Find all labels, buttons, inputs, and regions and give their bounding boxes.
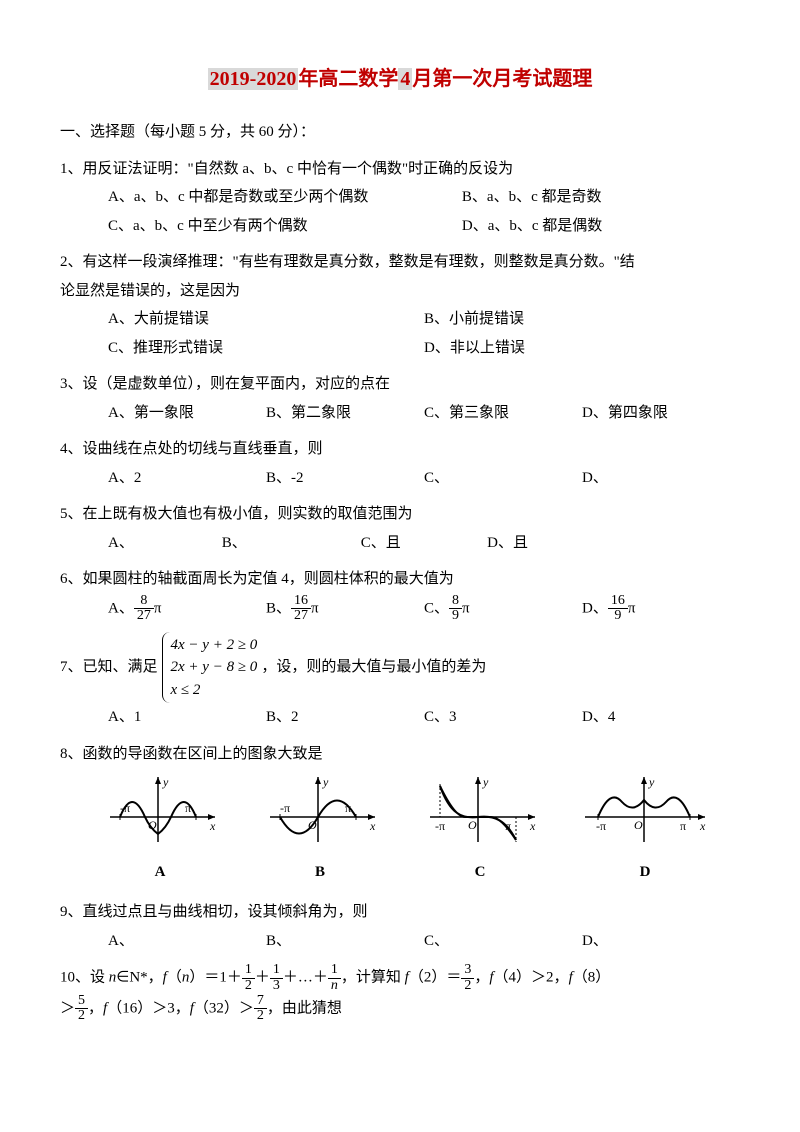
question-10: 10、设 n∈N*，f（n）＝1＋12＋13＋…＋1n，计算知 f（2）＝32，…: [60, 963, 740, 1024]
q7-opt-b: B、2: [266, 703, 424, 732]
q6-opt-d: D、169π: [582, 594, 740, 624]
q6-opt-c: C、89π: [424, 594, 582, 624]
title-month: 4: [398, 68, 412, 90]
svg-text:-π: -π: [435, 819, 445, 833]
page-title: 2019-2020年高二数学4月第一次月考试题理: [60, 60, 740, 98]
graph-a: y x O -π π A: [100, 772, 220, 886]
q5-opt-d: D、且: [487, 529, 613, 558]
title-year: 2019-2020: [208, 68, 299, 90]
q9-stem: 9、直线过点且与曲线相切，设其倾斜角为，则: [60, 898, 740, 927]
q2-stem2: 论显然是错误的，这是因为: [60, 277, 740, 306]
question-4: 4、设曲线在点处的切线与直线垂直，则 A、2 B、-2 C、 D、: [60, 435, 740, 492]
svg-text:y: y: [482, 775, 489, 789]
question-6: 6、如果圆柱的轴截面周长为定值 4，则圆柱体积的最大值为 A、827π B、16…: [60, 565, 740, 624]
q1-opt-b: B、a、b、c 都是奇数: [462, 183, 740, 212]
q7-pre: 7、已知、满足: [60, 653, 158, 682]
svg-text:O: O: [468, 818, 477, 832]
q2-opt-b: B、小前提错误: [424, 305, 740, 334]
question-8: 8、函数的导函数在区间上的图象大致是 y x O -π π A: [60, 740, 740, 891]
q5-opt-c: C、且: [361, 529, 487, 558]
title-mid: 年高二数学: [298, 68, 398, 90]
svg-text:x: x: [369, 819, 376, 833]
graph-c: y x O -π π C: [420, 772, 540, 886]
section-heading: 一、选择题（每小题 5 分，共 60 分）：: [60, 118, 740, 147]
q8-stem: 8、函数的导函数在区间上的图象大致是: [60, 740, 740, 769]
q6-stem: 6、如果圆柱的轴截面周长为定值 4，则圆柱体积的最大值为: [60, 565, 740, 594]
q7-post: ，设，则的最大值与最小值的差为: [261, 653, 486, 682]
svg-text:O: O: [634, 818, 643, 832]
q2-opt-d: D、非以上错误: [424, 334, 740, 363]
question-3: 3、设（是虚数单位），则在复平面内，对应的点在 A、第一象限 B、第二象限 C、…: [60, 370, 740, 427]
q7-opt-a: A、1: [108, 703, 266, 732]
q5-stem: 5、在上既有极大值也有极小值，则实数的取值范围为: [60, 500, 740, 529]
q4-opt-d: D、: [582, 464, 740, 493]
q4-opt-a: A、2: [108, 464, 266, 493]
q1-opt-c: C、a、b、c 中至少有两个偶数: [108, 212, 462, 241]
q3-stem: 3、设（是虚数单位），则在复平面内，对应的点在: [60, 370, 740, 399]
svg-text:x: x: [209, 819, 216, 833]
q2-opt-a: A、大前提错误: [108, 305, 424, 334]
q3-opt-b: B、第二象限: [266, 399, 424, 428]
svg-text:y: y: [322, 775, 329, 789]
q1-opt-d: D、a、b、c 都是偶数: [462, 212, 740, 241]
q6-opt-b: B、1627π: [266, 594, 424, 624]
q1-stem: 1、用反证法证明："自然数 a、b、c 中恰有一个偶数"时正确的反设为: [60, 155, 740, 184]
svg-text:x: x: [529, 819, 536, 833]
svg-text:y: y: [648, 775, 655, 789]
question-7: 7、已知、满足 4x − y + 2 ≥ 0 2x + y − 8 ≥ 0 x …: [60, 632, 740, 732]
svg-text:-π: -π: [596, 819, 606, 833]
svg-text:π: π: [680, 819, 686, 833]
question-5: 5、在上既有极大值也有极小值，则实数的取值范围为 A、 B、 C、且 D、且: [60, 500, 740, 557]
q7-opt-d: D、4: [582, 703, 740, 732]
q7-opt-c: C、3: [424, 703, 582, 732]
graph-d: y x O -π π D: [580, 772, 710, 886]
q5-opt-a: A、: [108, 529, 222, 558]
q3-opt-c: C、第三象限: [424, 399, 582, 428]
graph-b: y x O -π π B: [260, 772, 380, 886]
question-1: 1、用反证法证明："自然数 a、b、c 中恰有一个偶数"时正确的反设为 A、a、…: [60, 155, 740, 241]
q3-opt-a: A、第一象限: [108, 399, 266, 428]
q5-opt-b: B、: [222, 529, 361, 558]
q9-opt-d: D、: [582, 927, 740, 956]
q4-opt-b: B、-2: [266, 464, 424, 493]
q4-stem: 4、设曲线在点处的切线与直线垂直，则: [60, 435, 740, 464]
q4-opt-c: C、: [424, 464, 582, 493]
q9-opt-b: B、: [266, 927, 424, 956]
svg-text:-π: -π: [280, 801, 290, 815]
q9-opt-a: A、: [108, 927, 266, 956]
svg-text:x: x: [699, 819, 706, 833]
q7-system: 4x − y + 2 ≥ 0 2x + y − 8 ≥ 0 x ≤ 2: [162, 632, 258, 704]
question-9: 9、直线过点且与曲线相切，设其倾斜角为，则 A、 B、 C、 D、: [60, 898, 740, 955]
q6-opt-a: A、827π: [108, 594, 266, 624]
q1-opt-a: A、a、b、c 中都是奇数或至少两个偶数: [108, 183, 462, 212]
question-2: 2、有这样一段演绎推理："有些有理数是真分数，整数是有理数，则整数是真分数。"结…: [60, 248, 740, 362]
q9-opt-c: C、: [424, 927, 582, 956]
q2-opt-c: C、推理形式错误: [108, 334, 424, 363]
svg-text:y: y: [162, 775, 169, 789]
q2-stem1: 2、有这样一段演绎推理："有些有理数是真分数，整数是有理数，则整数是真分数。"结: [60, 248, 740, 277]
title-tail: 月第一次月考试题理: [412, 68, 592, 90]
q3-opt-d: D、第四象限: [582, 399, 740, 428]
